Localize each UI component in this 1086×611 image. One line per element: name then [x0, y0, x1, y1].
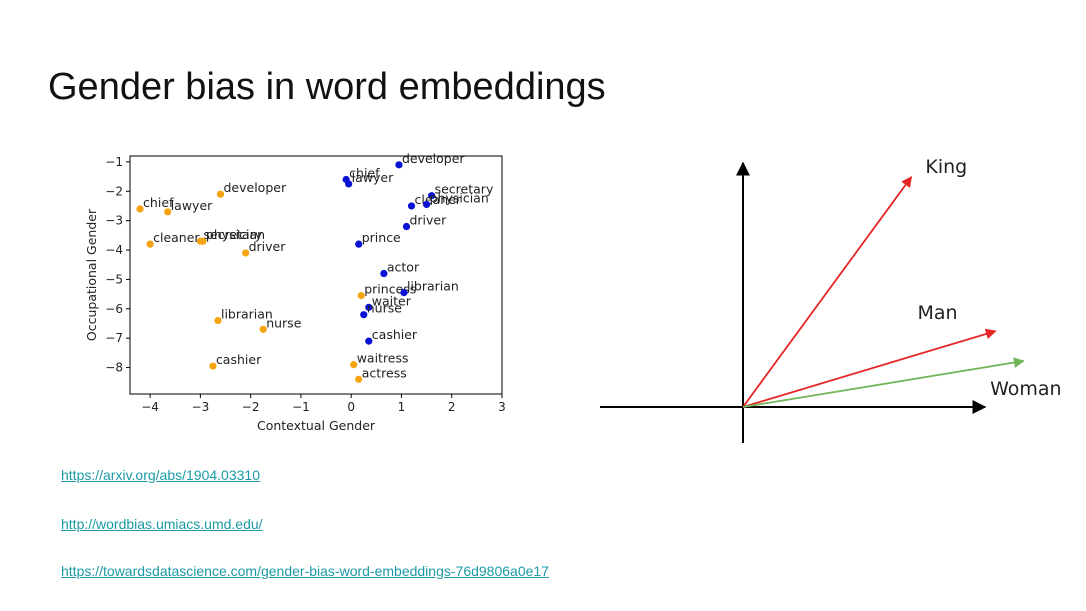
data-point-blue-librarian: [400, 289, 408, 297]
point-label: actress: [362, 365, 407, 380]
point-label: lawyer: [352, 170, 394, 185]
data-point-orange-lawyer: [164, 208, 172, 216]
data-point-blue-physician: [422, 200, 431, 209]
point-label: driver: [409, 213, 447, 228]
x-tick-label: −3: [192, 400, 210, 414]
data-point-orange-developer: [216, 190, 225, 198]
link-wordbias[interactable]: http://wordbias.umiacs.umd.edu/: [61, 516, 263, 532]
data-point-orange-cleaner: [146, 240, 154, 248]
point-label: chief: [143, 195, 174, 210]
y-tick-label: −4: [105, 243, 123, 257]
point-label: driver: [249, 239, 287, 254]
y-tick-label: −2: [105, 184, 123, 198]
link-arxiv[interactable]: https://arxiv.org/abs/1904.03310: [61, 467, 260, 483]
point-label: physician: [206, 227, 265, 242]
y-tick-label: −6: [105, 302, 123, 316]
data-point-orange-physician: [199, 237, 207, 245]
plot-frame: [129, 155, 503, 395]
data-point-blue-nurse: [360, 311, 368, 319]
data-point-orange-actress: [355, 375, 363, 383]
y-tick-label: −8: [105, 361, 123, 375]
point-label: secretary: [435, 182, 494, 197]
link-towardsdatascience[interactable]: https://towardsdatascience.com/gender-bi…: [61, 563, 549, 579]
x-tick-label: 1: [398, 400, 406, 414]
vector-diagram: King Man Woman: [600, 156, 1062, 443]
vector-woman: [742, 357, 1025, 408]
data-point-blue-waiter: [365, 303, 373, 311]
data-point-blue-driver: [402, 222, 411, 231]
x-tick-label: 0: [347, 400, 355, 414]
slide-title: Gender bias in word embeddings: [48, 66, 606, 108]
y-tick-label: −7: [105, 331, 123, 345]
point-label: waiter: [372, 293, 412, 308]
y-tick-label: −3: [105, 214, 123, 228]
y-tick-label: −1: [105, 155, 123, 169]
y-tick-label: −5: [105, 272, 123, 286]
vector-label-king: King: [925, 156, 967, 178]
point-label: waitress: [357, 351, 409, 366]
point-label: secretary: [203, 227, 262, 242]
x-tick-label: −1: [292, 400, 310, 414]
point-label: actor: [387, 260, 420, 275]
vector-king: [742, 176, 913, 408]
scatter-chart: −4 −3 −2 −1 0 1 2 3 −1 −2 −3 −4 −5 −6 −7 −8 developer ch…: [84, 151, 506, 433]
point-label: prince: [362, 230, 401, 245]
data-point-orange-driver: [242, 249, 250, 257]
data-point-orange-princess: [357, 291, 365, 300]
data-point-orange-nurse: [259, 325, 267, 333]
point-label: nurse: [367, 301, 402, 316]
data-point-blue-developer: [395, 161, 403, 169]
point-label: librarian: [221, 307, 273, 322]
point-label: nurse: [266, 315, 301, 330]
x-axis-label: Contextual Gender: [257, 418, 376, 433]
point-label: cleaner: [153, 230, 200, 245]
data-point-orange-cashier: [209, 362, 217, 370]
x-tick-label: −2: [242, 400, 260, 414]
data-point-blue-cashier: [365, 337, 373, 345]
vector-label-woman: Woman: [990, 378, 1062, 400]
y-axis-label: Occupational Gender: [84, 208, 99, 341]
x-tick-label: 2: [448, 400, 456, 414]
point-label: lawyer: [171, 198, 213, 213]
point-label: cashier: [372, 327, 418, 342]
data-point-blue-cleaner: [407, 202, 416, 210]
data-point-blue-actor: [380, 269, 388, 278]
x-tick-label: −4: [141, 400, 159, 414]
point-label: developer: [402, 151, 465, 166]
point-label: developer: [223, 180, 286, 195]
data-point-blue-prince: [355, 240, 363, 248]
data-point-orange-waitress: [350, 361, 358, 369]
vector-man: [742, 328, 997, 408]
data-point-orange-librarian: [214, 316, 222, 325]
point-label: cashier: [216, 352, 262, 367]
point-label: physician: [430, 190, 489, 205]
point-label: librarian: [407, 279, 459, 294]
data-point-orange-chief: [136, 205, 144, 213]
x-tick-label: 3: [498, 400, 506, 414]
point-label: chief: [349, 166, 380, 181]
vector-label-man: Man: [917, 302, 957, 324]
data-point-blue-secretary: [428, 192, 436, 200]
data-point-blue-lawyer: [345, 180, 353, 188]
